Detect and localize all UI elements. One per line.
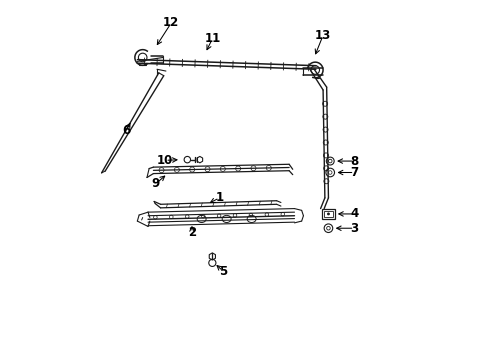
Text: 4: 4 (350, 207, 358, 220)
Text: 7: 7 (350, 166, 358, 179)
Text: 2: 2 (187, 226, 196, 239)
Circle shape (326, 213, 329, 215)
Text: 12: 12 (163, 16, 179, 29)
Text: 10: 10 (157, 154, 173, 167)
Text: 5: 5 (219, 265, 227, 278)
Text: 9: 9 (151, 177, 160, 190)
Text: 1: 1 (215, 192, 223, 204)
Text: 11: 11 (204, 32, 220, 45)
Text: 6: 6 (122, 124, 130, 137)
Text: 3: 3 (350, 222, 358, 235)
Text: 13: 13 (314, 29, 330, 42)
Text: 8: 8 (350, 154, 358, 167)
